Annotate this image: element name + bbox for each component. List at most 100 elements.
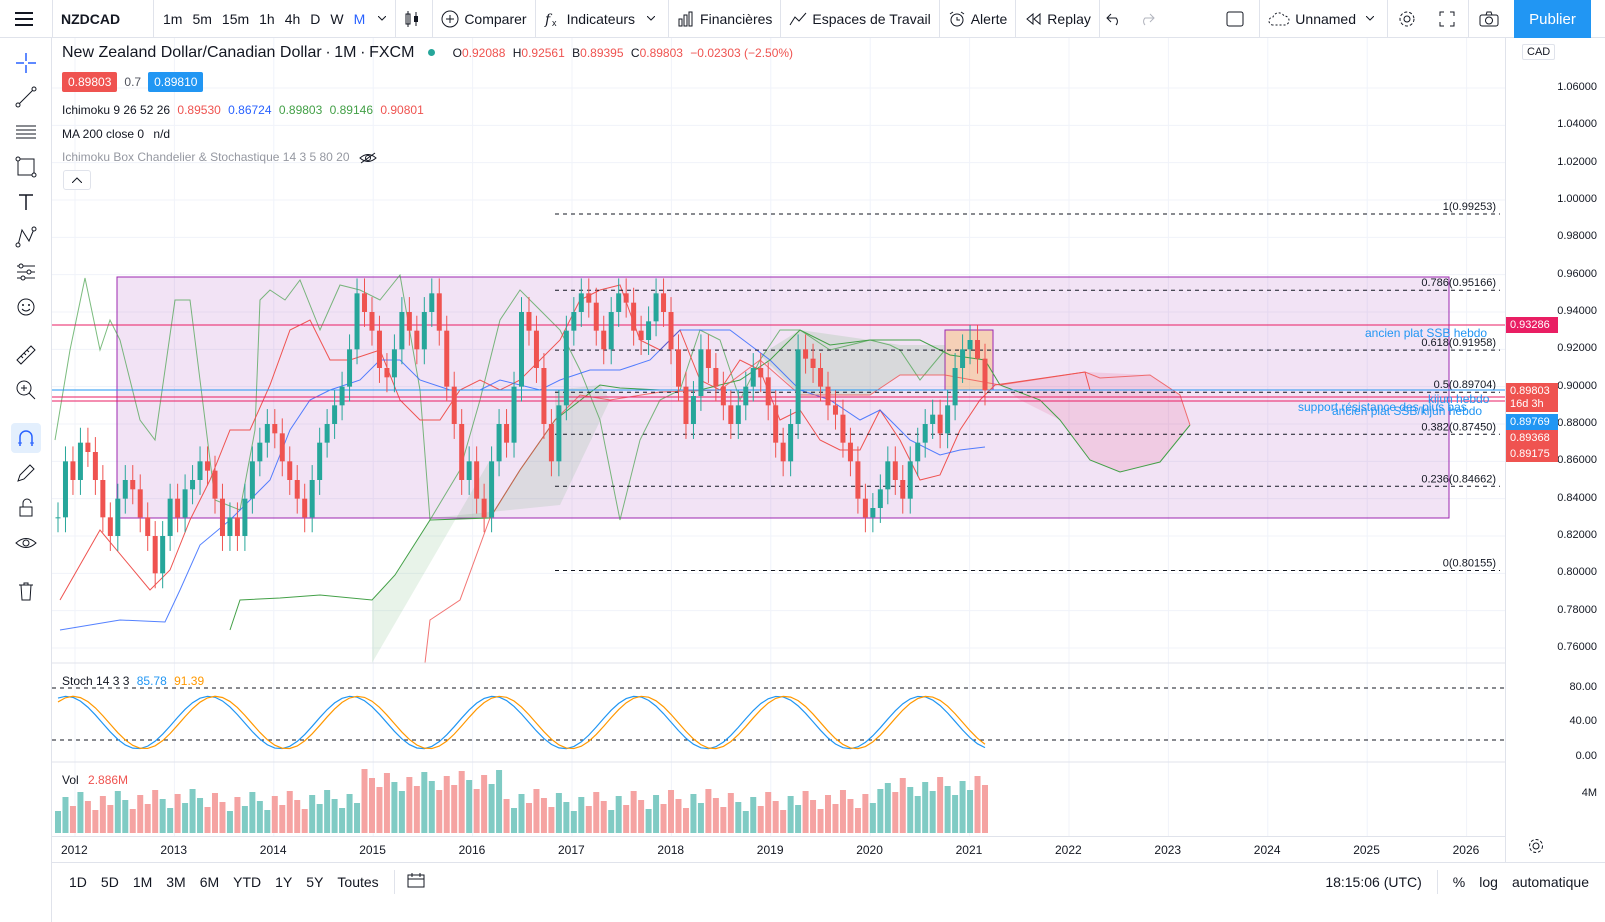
lock-icon[interactable] <box>11 493 41 523</box>
volume-bar <box>750 797 757 833</box>
annotation-text[interactable]: support résistance des plus bas <box>1298 400 1467 414</box>
candle-body <box>414 330 420 350</box>
snapshot-button[interactable] <box>1469 0 1514 38</box>
fullscreen-icon <box>1439 11 1455 26</box>
horizontal-lines-icon[interactable] <box>11 117 41 147</box>
volume-bar <box>540 798 547 833</box>
range-1d[interactable]: 1D <box>69 873 87 890</box>
text-icon[interactable] <box>11 187 41 217</box>
prediction-icon[interactable] <box>11 257 41 287</box>
replay-button[interactable]: Replay <box>1016 0 1099 38</box>
time-axis[interactable]: 2012 2013 2014 2015 2016 2017 2018 2019 2020 2021… <box>52 836 1505 862</box>
drawing-toolbar <box>0 38 52 922</box>
alert-button[interactable]: Alerte <box>940 0 1016 38</box>
range-ytd[interactable]: YTD <box>233 873 262 890</box>
range-1m[interactable]: 1M <box>132 873 153 890</box>
volume-bar <box>817 809 824 833</box>
settings-button[interactable] <box>1388 0 1431 38</box>
candle-body <box>690 396 696 424</box>
eye-icon[interactable] <box>11 528 41 558</box>
volume-legend[interactable]: Vol 2.886M <box>62 773 129 787</box>
layout-button[interactable] <box>1216 0 1259 38</box>
candle-body <box>190 480 196 490</box>
interval-M[interactable]: M <box>353 10 366 27</box>
pencil-lock-icon[interactable] <box>11 458 41 488</box>
chart-type-button[interactable] <box>396 0 432 38</box>
candle-body <box>616 293 622 312</box>
price-tick: 0.90000 <box>1557 379 1597 392</box>
magnet-icon[interactable] <box>11 423 41 453</box>
zoom-in-icon[interactable] <box>11 375 41 405</box>
interval-D[interactable]: D <box>310 10 321 27</box>
interval-4h[interactable]: 4h <box>284 10 301 27</box>
percent-toggle[interactable]: % <box>1452 873 1466 890</box>
financials-button[interactable]: Financières <box>669 0 780 38</box>
annotation-text[interactable]: kijun hebdo <box>1428 392 1490 406</box>
range-1y[interactable]: 1Y <box>275 873 293 890</box>
collapse-legend-button[interactable] <box>63 170 91 190</box>
compare-button[interactable]: Comparer <box>433 0 534 38</box>
pattern-icon[interactable] <box>11 222 41 252</box>
ask-button[interactable]: 0.89810 <box>148 72 204 92</box>
publish-button[interactable]: Publier <box>1514 0 1591 38</box>
interval-dropdown-icon[interactable] <box>374 0 395 38</box>
ruler-icon[interactable] <box>11 340 41 370</box>
range-toutes[interactable]: Toutes <box>337 873 379 890</box>
symbol-search-button[interactable]: NZDCAD <box>61 10 121 27</box>
stoch-tick: 80.00 <box>1569 681 1597 693</box>
interval-1h[interactable]: 1h <box>259 10 275 27</box>
currency-label[interactable]: CAD <box>1522 44 1556 60</box>
stoch-tick: 40.00 <box>1569 715 1597 727</box>
candle-body <box>496 424 502 462</box>
volume-bar <box>271 796 278 833</box>
fullscreen-button[interactable] <box>1431 0 1468 38</box>
log-toggle[interactable]: log <box>1479 873 1498 890</box>
ichimoku-legend[interactable]: Ichimoku 9 26 52 26 0.89530 0.86724 0.89… <box>62 103 424 117</box>
interval-1m[interactable]: 1m <box>163 10 183 27</box>
interval-W[interactable]: W <box>330 10 344 27</box>
date-range-icon[interactable] <box>403 872 429 891</box>
range-6m[interactable]: 6M <box>199 873 220 890</box>
annotation-text[interactable]: ancien plat SSB hebdo <box>1365 326 1488 340</box>
volume-bar <box>780 810 787 833</box>
auto-toggle[interactable]: automatique <box>1511 873 1589 890</box>
trash-icon[interactable] <box>11 576 41 606</box>
chart-canvas[interactable]: 1(0.99253) 0.786(0.95166) 0.618(0.91958) 0.… <box>52 38 1505 862</box>
menu-icon[interactable] <box>0 0 52 38</box>
range-5y[interactable]: 5Y <box>306 873 324 890</box>
close-value: 0.89803 <box>639 46 683 60</box>
symbol-title[interactable]: New Zealand Dollar/Canadian Dollar <box>62 44 322 61</box>
bid-button[interactable]: 0.89803 <box>62 72 118 92</box>
annotation-text[interactable]: ancien plat SSB/kijun hebdo <box>1332 404 1483 418</box>
clock[interactable]: 18:15:06 (UTC) <box>1325 873 1422 890</box>
range-3m[interactable]: 3M <box>166 873 186 890</box>
emoji-icon[interactable] <box>11 292 41 322</box>
gear-icon <box>1399 11 1415 26</box>
trend-line-icon[interactable] <box>11 82 41 112</box>
volume-bar <box>301 809 308 833</box>
rectangle-icon[interactable] <box>11 152 41 182</box>
range-5d[interactable]: 5D <box>100 873 119 890</box>
candle-body <box>571 312 577 331</box>
candle-body <box>541 368 547 424</box>
workspaces-button[interactable]: Espaces de Travail <box>781 0 938 38</box>
spread-value: 0.7 <box>124 75 142 89</box>
interval-5m[interactable]: 5m <box>192 10 212 27</box>
candle-body <box>533 330 539 368</box>
undo-button[interactable] <box>1100 0 1133 38</box>
price-tick: 0.96000 <box>1557 267 1597 280</box>
ma-legend[interactable]: MA 200 close 0 n/d <box>62 127 171 141</box>
hidden-indicator-legend[interactable]: Ichimoku Box Chandelier & Stochastique 1… <box>62 150 377 164</box>
candle-body <box>257 442 263 462</box>
interval-15m[interactable]: 15m <box>221 10 250 27</box>
volume-bar <box>518 794 525 833</box>
crosshair-icon[interactable] <box>11 48 41 78</box>
stoch-legend[interactable]: Stoch 14 3 3 85.78 91.39 <box>62 674 205 688</box>
time-tick: 2024 <box>1253 843 1281 857</box>
candle-body <box>107 517 113 536</box>
cloud-layout-button[interactable]: Unnamed <box>1260 0 1387 38</box>
candle-body <box>279 433 285 462</box>
chart-settings-icon[interactable] <box>1528 838 1544 859</box>
redo-button[interactable] <box>1133 0 1166 38</box>
